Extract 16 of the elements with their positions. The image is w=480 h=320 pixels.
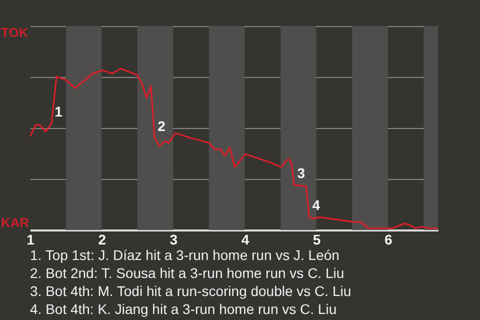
x-tick-label: 6 (384, 232, 392, 248)
annotation: 3 (297, 164, 306, 181)
x-tick-label: 2 (98, 232, 106, 248)
x-tick-label: 3 (170, 232, 178, 248)
text: KAR (1, 215, 30, 230)
annotation: 2 (158, 118, 166, 134)
text: TOK (1, 25, 28, 40)
annotation: 1 (54, 103, 63, 120)
text: 2. Bot 2nd: T. Sousa hit a 3-run home run vs C. Liu (30, 264, 346, 282)
x-tick-label: 5 (312, 232, 321, 248)
text: 4. Bot 4th: K. Jiang hit a 3-run home run vs C. Liu (30, 300, 338, 318)
text: 1. Top 1st: J. Díaz hit a 3-run home run vs J. León (30, 246, 340, 264)
x-tick-label: 1 (26, 232, 35, 248)
x-tick-label: 4 (241, 232, 250, 248)
text: 3. Bot 4th: M. Todi hit a run-scoring double vs C. Liu (30, 282, 352, 300)
annotation: 4 (312, 197, 320, 214)
